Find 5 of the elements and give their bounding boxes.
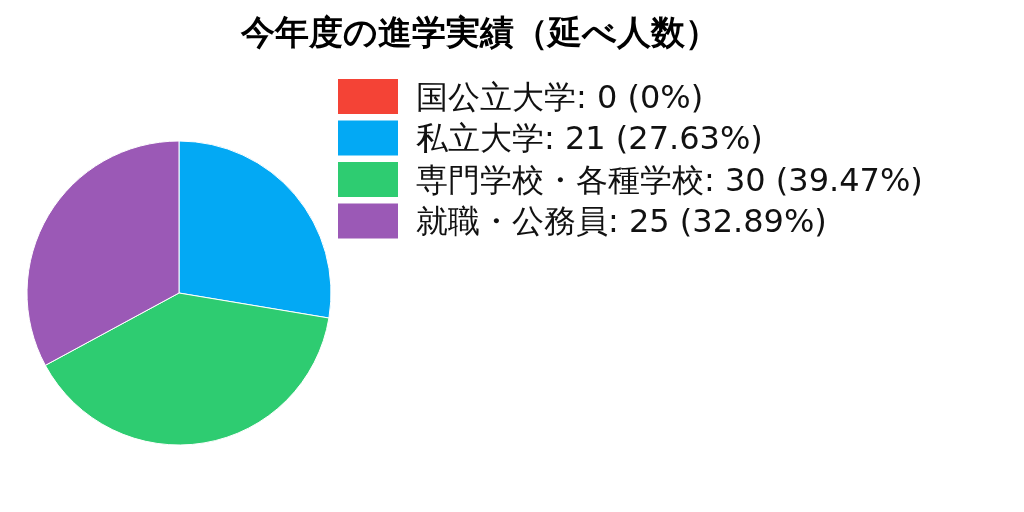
legend-label: 専門学校・各種学校: 30 (39.47%) (416, 160, 923, 199)
legend-label: 国公立大学: 0 (0%) (416, 77, 704, 116)
legend-label: 私立大学: 21 (27.63%) (416, 119, 763, 157)
legend-label: 就職・公務員: 25 (32.89%) (416, 202, 827, 240)
chart-title: 今年度の進学実績（延べ人数） (240, 12, 719, 52)
